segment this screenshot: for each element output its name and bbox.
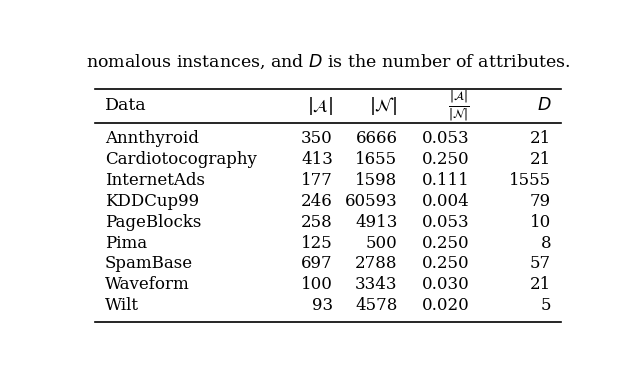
Text: 4578: 4578 bbox=[355, 297, 397, 314]
Text: Pima: Pima bbox=[105, 234, 147, 252]
Text: 79: 79 bbox=[530, 193, 551, 210]
Text: 21: 21 bbox=[530, 151, 551, 168]
Text: 500: 500 bbox=[365, 234, 397, 252]
Text: 21: 21 bbox=[530, 130, 551, 147]
Text: PageBlocks: PageBlocks bbox=[105, 214, 201, 231]
Text: 246: 246 bbox=[301, 193, 333, 210]
Text: KDDCup99: KDDCup99 bbox=[105, 193, 199, 210]
Text: $|\mathcal{A}|$: $|\mathcal{A}|$ bbox=[307, 95, 333, 117]
Text: 0.250: 0.250 bbox=[422, 234, 469, 252]
Text: 57: 57 bbox=[530, 255, 551, 272]
Text: 5: 5 bbox=[541, 297, 551, 314]
Text: 0.250: 0.250 bbox=[422, 151, 469, 168]
Text: $|\mathcal{N}|$: $|\mathcal{N}|$ bbox=[369, 95, 397, 117]
Text: 0.020: 0.020 bbox=[422, 297, 469, 314]
Text: 413: 413 bbox=[301, 151, 333, 168]
Text: 697: 697 bbox=[301, 255, 333, 272]
Text: 6666: 6666 bbox=[355, 130, 397, 147]
Text: 60593: 60593 bbox=[345, 193, 397, 210]
Text: 350: 350 bbox=[301, 130, 333, 147]
Text: Waveform: Waveform bbox=[105, 276, 189, 293]
Text: 3343: 3343 bbox=[355, 276, 397, 293]
Text: 1555: 1555 bbox=[509, 172, 551, 189]
Text: 10: 10 bbox=[530, 214, 551, 231]
Text: nomalous instances, and $D$ is the number of attributes.: nomalous instances, and $D$ is the numbe… bbox=[86, 53, 570, 72]
Text: 125: 125 bbox=[301, 234, 333, 252]
Text: 0.004: 0.004 bbox=[422, 193, 469, 210]
Text: 2788: 2788 bbox=[355, 255, 397, 272]
Text: Data: Data bbox=[105, 98, 147, 114]
Text: $D$: $D$ bbox=[537, 98, 551, 114]
Text: Wilt: Wilt bbox=[105, 297, 139, 314]
Text: 177: 177 bbox=[301, 172, 333, 189]
Text: 21: 21 bbox=[530, 276, 551, 293]
Text: 93: 93 bbox=[312, 297, 333, 314]
Text: 100: 100 bbox=[301, 276, 333, 293]
Text: 0.053: 0.053 bbox=[422, 130, 469, 147]
Text: 258: 258 bbox=[301, 214, 333, 231]
Text: 4913: 4913 bbox=[355, 214, 397, 231]
Text: 1655: 1655 bbox=[355, 151, 397, 168]
Text: Annthyroid: Annthyroid bbox=[105, 130, 198, 147]
Text: 1598: 1598 bbox=[355, 172, 397, 189]
Text: InternetAds: InternetAds bbox=[105, 172, 205, 189]
Text: $\frac{|\mathcal{A}|}{|\mathcal{N}|}$: $\frac{|\mathcal{A}|}{|\mathcal{N}|}$ bbox=[447, 89, 469, 123]
Text: 0.053: 0.053 bbox=[422, 214, 469, 231]
Text: 0.250: 0.250 bbox=[422, 255, 469, 272]
Text: 0.030: 0.030 bbox=[422, 276, 469, 293]
Text: 8: 8 bbox=[541, 234, 551, 252]
Text: SpamBase: SpamBase bbox=[105, 255, 193, 272]
Text: 0.111: 0.111 bbox=[422, 172, 469, 189]
Text: Cardiotocography: Cardiotocography bbox=[105, 151, 257, 168]
